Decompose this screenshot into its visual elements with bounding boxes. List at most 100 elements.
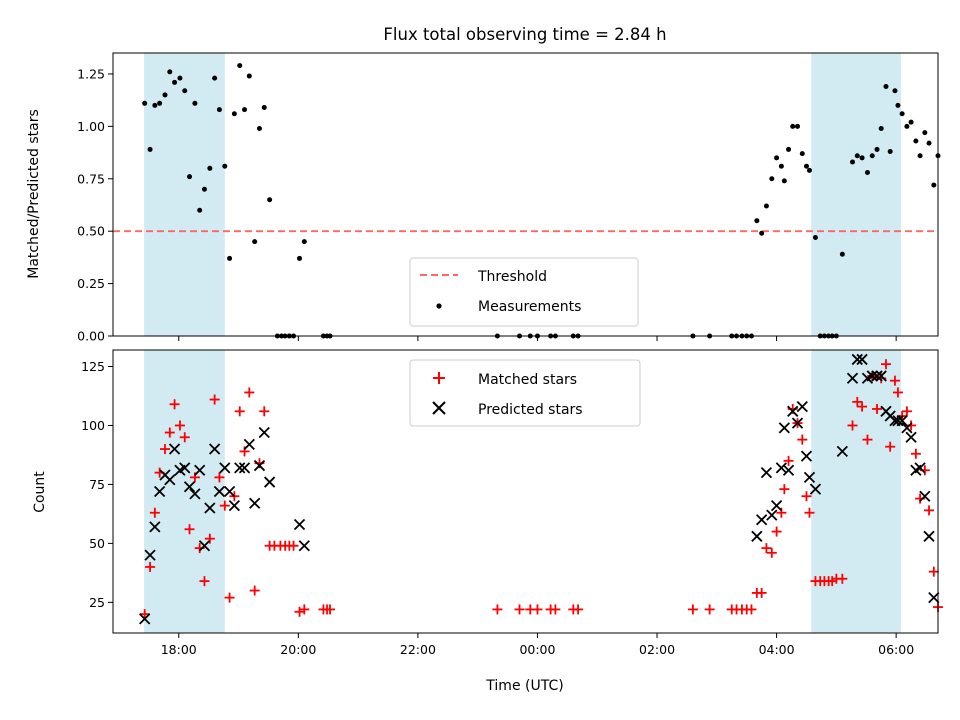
predicted-star-point bbox=[866, 370, 878, 382]
measurement-point bbox=[786, 146, 792, 152]
predicted-mark-b bbox=[298, 540, 310, 552]
predicted-star-point bbox=[164, 474, 176, 486]
predicted-mark-b bbox=[168, 443, 181, 455]
predicted-star-point bbox=[756, 514, 768, 526]
legend-box bbox=[409, 257, 639, 327]
matched-star-point bbox=[224, 592, 235, 603]
predicted-mark-b bbox=[775, 462, 788, 474]
measurement-point bbox=[763, 203, 769, 209]
predicted-mark-b bbox=[856, 353, 868, 366]
matched-star-point bbox=[885, 441, 896, 452]
predicted-star-point bbox=[253, 459, 266, 472]
predicted-mark-b bbox=[875, 370, 887, 382]
predicted-star-point bbox=[775, 462, 788, 474]
legend-matched-swatch bbox=[433, 372, 445, 384]
predicted-star-point bbox=[258, 426, 270, 439]
matched-star-point bbox=[259, 406, 270, 417]
measurement-point bbox=[182, 88, 188, 94]
legend-predicted-swatch bbox=[432, 401, 446, 415]
matched-star-point bbox=[164, 427, 175, 438]
matched-star-point bbox=[204, 533, 215, 544]
legend-measurements-label: Measurements bbox=[478, 299, 581, 315]
y-tick-label: 125 bbox=[81, 359, 105, 374]
shaded-region bbox=[811, 53, 901, 336]
predicted-mark-b bbox=[149, 521, 161, 533]
measurement-point bbox=[774, 155, 780, 161]
shaded-region bbox=[144, 53, 225, 336]
measurement-point bbox=[790, 123, 796, 129]
predicted-stars-points bbox=[139, 353, 940, 625]
x-ticks bbox=[178, 336, 897, 341]
measurement-point bbox=[878, 125, 884, 131]
measurement-point bbox=[197, 207, 203, 213]
predicted-star-point bbox=[800, 450, 813, 462]
measurement-point bbox=[899, 111, 905, 117]
measurement-point bbox=[859, 155, 865, 161]
y-tick-label: 75 bbox=[89, 477, 105, 492]
measurement-point bbox=[252, 239, 258, 245]
predicted-mark-b bbox=[760, 466, 773, 479]
predicted-mark-b bbox=[866, 370, 878, 382]
predicted-mark-b bbox=[791, 417, 804, 429]
matched-star-point bbox=[928, 566, 939, 577]
predicted-star-point bbox=[183, 481, 196, 493]
matched-star-point bbox=[234, 406, 245, 417]
matched-star-point bbox=[294, 606, 305, 617]
measurement-point bbox=[261, 105, 267, 111]
predicted-star-point bbox=[194, 464, 206, 476]
predicted-mark-b bbox=[183, 481, 196, 493]
y-tick-label: 50 bbox=[89, 536, 105, 551]
predicted-star-point bbox=[243, 438, 255, 450]
predicted-star-point bbox=[892, 415, 904, 427]
matched-star-point bbox=[704, 604, 715, 615]
predicted-mark-b bbox=[258, 426, 270, 439]
predicted-mark-b bbox=[809, 483, 822, 495]
predicted-mark-b bbox=[198, 540, 211, 552]
measurement-point bbox=[242, 107, 248, 113]
count-panel: Count Time (UTC) 25 50 75 100 125 18:00 20:00… bbox=[32, 349, 943, 694]
matched-star-point bbox=[880, 359, 891, 370]
legend-matched-label: Matched stars bbox=[478, 372, 577, 388]
matched-star-point bbox=[857, 401, 868, 412]
predicted-mark-b bbox=[800, 450, 813, 462]
x-ticks: 18:00 20:00 22:00 00:00 02:00 04:00 06:00 bbox=[161, 633, 914, 657]
y-axis-label-count: Count bbox=[32, 471, 48, 513]
matched-star-point bbox=[209, 394, 220, 405]
measurement-point bbox=[177, 75, 183, 81]
predicted-mark-b bbox=[796, 400, 808, 413]
predicted-star-point bbox=[871, 370, 883, 382]
matched-star-point bbox=[532, 604, 543, 615]
matched-star-point bbox=[244, 387, 255, 398]
measurement-point bbox=[850, 159, 856, 165]
measurement-point bbox=[297, 255, 303, 261]
predicted-mark-b bbox=[243, 438, 255, 450]
measurement-point bbox=[147, 146, 153, 152]
x-tick-label: 22:00 bbox=[400, 642, 436, 657]
predicted-star-point bbox=[213, 485, 226, 498]
matched-star-point bbox=[924, 505, 935, 516]
measurement-point bbox=[892, 88, 898, 94]
matched-star-point bbox=[847, 420, 858, 431]
matched-star-point bbox=[492, 604, 503, 615]
matched-star-point bbox=[160, 444, 171, 455]
plot-frame bbox=[112, 52, 939, 337]
matched-star-point bbox=[852, 396, 863, 407]
predicted-star-point bbox=[204, 502, 216, 514]
matched-star-point bbox=[573, 604, 584, 615]
measurement-point bbox=[806, 167, 812, 173]
predicted-mark-b bbox=[919, 490, 931, 502]
measurement-point bbox=[172, 79, 178, 85]
measurement-point bbox=[913, 138, 919, 144]
predicted-star-point bbox=[198, 540, 211, 552]
matched-star-point bbox=[766, 547, 777, 558]
predicted-star-point bbox=[778, 422, 790, 434]
matched-star-point bbox=[169, 399, 180, 410]
legend: Matched stars Predicted stars bbox=[409, 359, 641, 427]
measurement-point bbox=[883, 84, 889, 90]
matched-star-point bbox=[872, 403, 883, 414]
matched-star-point bbox=[219, 500, 230, 511]
predicted-star-point bbox=[208, 443, 221, 455]
shaded-region bbox=[811, 350, 901, 633]
matched-star-point bbox=[901, 406, 912, 417]
